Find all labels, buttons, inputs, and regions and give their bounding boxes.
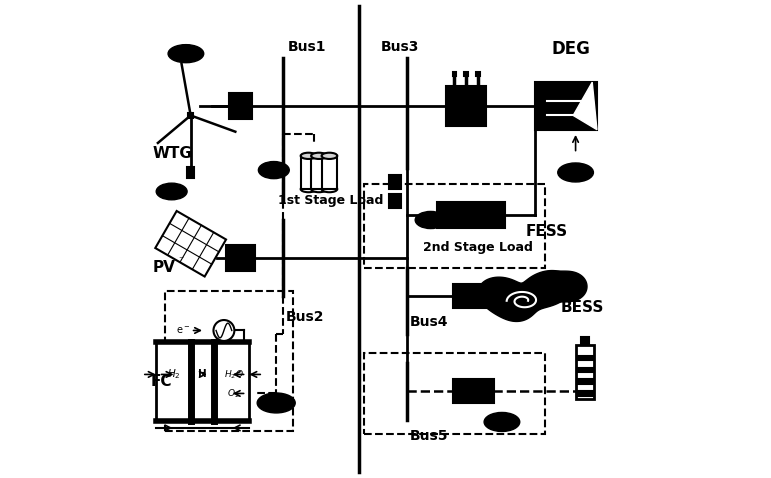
- Text: $H_2O$: $H_2O$: [224, 368, 244, 380]
- Polygon shape: [573, 82, 597, 130]
- Bar: [453, 379, 493, 403]
- Text: WTG: WTG: [153, 146, 193, 161]
- Bar: [322, 156, 337, 189]
- Ellipse shape: [416, 211, 446, 228]
- Polygon shape: [536, 271, 587, 302]
- Bar: [229, 93, 252, 119]
- Bar: [577, 356, 593, 360]
- Bar: [576, 345, 594, 400]
- Text: ⁻: ⁻: [179, 255, 184, 265]
- Text: 1st Stage Load: 1st Stage Load: [278, 194, 383, 207]
- Text: FESS: FESS: [526, 224, 568, 239]
- Bar: [476, 72, 480, 76]
- Ellipse shape: [484, 413, 520, 432]
- Bar: [188, 113, 193, 118]
- Bar: [453, 284, 493, 308]
- Bar: [157, 342, 249, 421]
- Text: Bus5: Bus5: [409, 429, 448, 443]
- Circle shape: [214, 320, 234, 341]
- Text: BESS: BESS: [561, 300, 604, 315]
- Bar: [187, 166, 194, 178]
- Text: 2nd Stage Load: 2nd Stage Load: [423, 241, 533, 254]
- Polygon shape: [478, 271, 573, 321]
- Ellipse shape: [322, 186, 337, 192]
- Bar: [446, 86, 487, 126]
- Bar: [436, 202, 506, 228]
- Ellipse shape: [301, 152, 316, 159]
- Text: $H_2$: $H_2$: [167, 368, 181, 381]
- Bar: [301, 156, 316, 189]
- Ellipse shape: [557, 163, 594, 182]
- Text: H: H: [198, 369, 207, 380]
- Text: $O_2$: $O_2$: [227, 387, 240, 400]
- Text: Bus4: Bus4: [409, 315, 448, 329]
- Bar: [389, 175, 401, 189]
- Text: FC: FC: [150, 374, 172, 389]
- Text: Bus1: Bus1: [288, 40, 327, 54]
- Bar: [581, 337, 589, 344]
- Bar: [227, 245, 254, 271]
- Text: PV: PV: [153, 260, 176, 275]
- Ellipse shape: [157, 183, 187, 200]
- Bar: [577, 391, 593, 396]
- Bar: [311, 156, 327, 189]
- Bar: [164, 291, 293, 432]
- Text: e$^-$: e$^-$: [177, 325, 190, 336]
- Bar: [577, 380, 593, 384]
- Bar: [389, 194, 401, 208]
- Bar: [577, 368, 593, 372]
- Bar: [464, 72, 468, 76]
- Ellipse shape: [301, 186, 316, 192]
- Ellipse shape: [258, 162, 289, 179]
- Text: Bus3: Bus3: [381, 40, 419, 54]
- Ellipse shape: [168, 44, 204, 63]
- Ellipse shape: [311, 152, 327, 159]
- Bar: [453, 72, 456, 76]
- Ellipse shape: [311, 186, 327, 192]
- Ellipse shape: [258, 393, 295, 413]
- Text: DEG: DEG: [551, 41, 591, 58]
- Bar: [535, 82, 597, 130]
- Text: Bus2: Bus2: [286, 310, 324, 324]
- Ellipse shape: [322, 152, 337, 159]
- Bar: [364, 185, 544, 268]
- Bar: [364, 353, 544, 434]
